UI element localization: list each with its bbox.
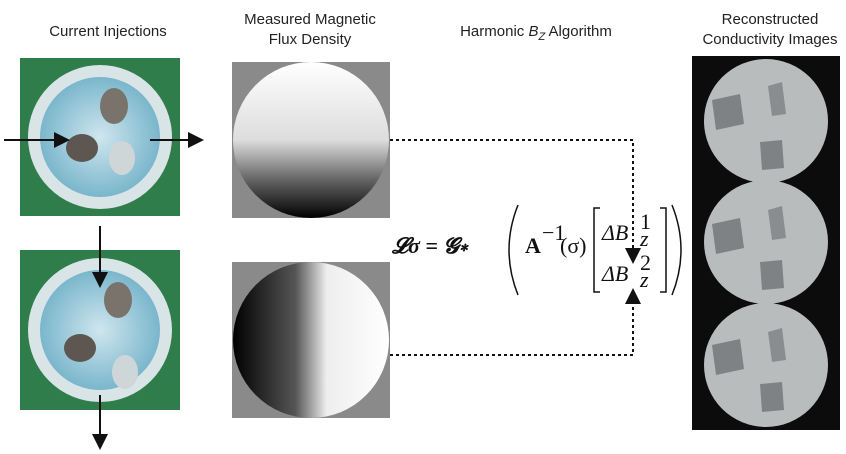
text: ΔB bbox=[601, 261, 628, 286]
page: {"headers": { "current": "Current Inject… bbox=[0, 0, 846, 454]
formula-sub: z bbox=[639, 226, 649, 251]
flux-image bbox=[232, 262, 390, 418]
text: ΔB bbox=[601, 220, 628, 245]
header-algorithm: Harmonic BZ Algorithm bbox=[460, 23, 612, 43]
body: Current Injections Measured Magnetic Flu… bbox=[0, 0, 846, 454]
formula-entry: ΔB bbox=[601, 261, 628, 286]
header-reconstructed: Reconstructed bbox=[722, 11, 819, 28]
header-flux: Measured Magnetic bbox=[244, 11, 376, 28]
flux-image bbox=[232, 62, 390, 218]
header-current: Current Injections bbox=[49, 23, 167, 40]
header-reconstructed: Conductivity Images bbox=[702, 31, 837, 48]
text: Harmonic bbox=[460, 23, 528, 40]
formula-entry: ΔB bbox=[601, 220, 628, 245]
formula: 𝓛σ = 𝓖∗ A −1 (σ) ΔB 1 z ΔB 2 z bbox=[391, 205, 681, 295]
text: Algorithm bbox=[545, 23, 612, 40]
formula-lhs: 𝓛σ = 𝓖∗ bbox=[391, 233, 469, 258]
header-flux: Flux Density bbox=[269, 31, 352, 48]
diagram: Current Injections Measured Magnetic Flu… bbox=[0, 0, 846, 454]
formula-sub: z bbox=[639, 267, 649, 292]
formula-operator: A bbox=[525, 233, 541, 258]
phantom-photo bbox=[20, 58, 180, 216]
reconstruction-panel bbox=[692, 56, 840, 430]
formula-argument: (σ) bbox=[560, 233, 587, 258]
text: B bbox=[528, 23, 538, 40]
